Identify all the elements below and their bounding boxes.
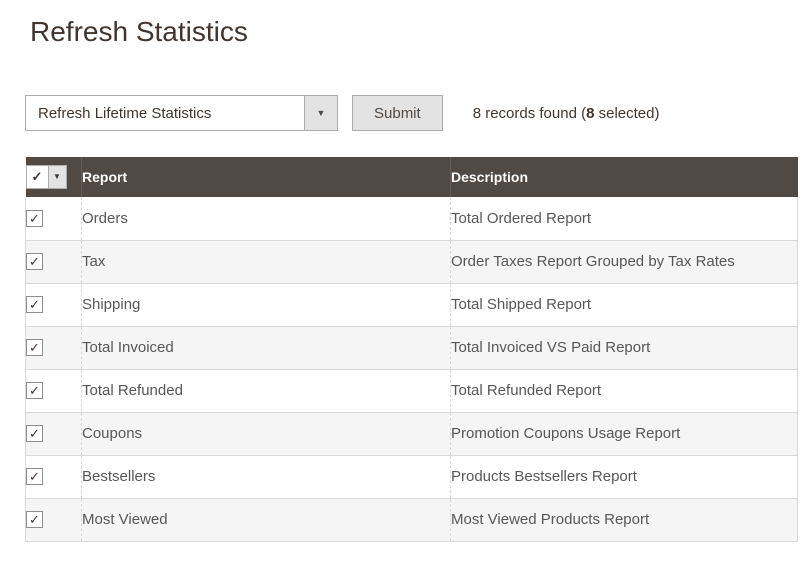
description-cell: Total Invoiced VS Paid Report bbox=[450, 326, 798, 370]
mass-action-selected-value: Refresh Lifetime Statistics bbox=[38, 104, 212, 122]
description-cell: Most Viewed Products Report bbox=[450, 498, 798, 542]
table-row: ✓ Bestsellers Products Bestsellers Repor… bbox=[25, 455, 798, 499]
page: Refresh Statistics Refresh Lifetime Stat… bbox=[25, 16, 800, 542]
chevron-down-icon: ▼ bbox=[53, 172, 61, 181]
column-header-report[interactable]: Report bbox=[81, 157, 451, 197]
description-cell: Total Refunded Report bbox=[450, 369, 798, 413]
row-checkbox[interactable]: ✓ bbox=[26, 339, 43, 357]
row-checkbox[interactable]: ✓ bbox=[26, 425, 43, 443]
description-cell: Promotion Coupons Usage Report bbox=[450, 412, 798, 456]
table-row: ✓ Total Invoiced Total Invoiced VS Paid … bbox=[25, 326, 798, 370]
report-cell: Most Viewed bbox=[81, 498, 451, 542]
row-checkbox[interactable]: ✓ bbox=[26, 253, 43, 271]
row-checkbox[interactable]: ✓ bbox=[26, 468, 43, 486]
select-arrow-button[interactable]: ▼ bbox=[304, 96, 337, 130]
report-cell: Orders bbox=[81, 197, 451, 241]
row-checkbox[interactable]: ✓ bbox=[26, 382, 43, 400]
report-cell: Bestsellers bbox=[81, 455, 451, 499]
records-selected-count: 8 bbox=[586, 104, 595, 122]
report-cell: Total Refunded bbox=[81, 369, 451, 413]
table-row: ✓ Coupons Promotion Coupons Usage Report bbox=[25, 412, 798, 456]
description-cell: Total Ordered Report bbox=[450, 197, 798, 241]
table-row: ✓ Shipping Total Shipped Report bbox=[25, 283, 798, 327]
row-checkbox[interactable]: ✓ bbox=[26, 511, 43, 529]
records-suffix: selected) bbox=[594, 104, 660, 122]
table-row: ✓ Orders Total Ordered Report bbox=[25, 197, 798, 241]
report-cell: Tax bbox=[81, 240, 451, 284]
submit-button[interactable]: Submit bbox=[352, 95, 443, 131]
report-cell: Shipping bbox=[81, 283, 451, 327]
records-found-text: 8 records found (8 selected) bbox=[473, 105, 660, 122]
row-checkbox[interactable]: ✓ bbox=[26, 210, 43, 228]
mass-action-select[interactable]: Refresh Lifetime Statistics ▼ bbox=[25, 95, 338, 131]
select-all-dropdown-button[interactable]: ▼ bbox=[47, 166, 66, 188]
chevron-down-icon: ▼ bbox=[316, 107, 326, 118]
description-cell: Products Bestsellers Report bbox=[450, 455, 798, 499]
select-all-checkbox[interactable]: ✓ bbox=[26, 166, 48, 188]
table-row: ✓ Tax Order Taxes Report Grouped by Tax … bbox=[25, 240, 798, 284]
description-cell: Total Shipped Report bbox=[450, 283, 798, 327]
column-header-description[interactable]: Description bbox=[450, 157, 798, 197]
select-all-header-cell: ✓ ▼ bbox=[25, 157, 82, 197]
grid-body: ✓ Orders Total Ordered Report ✓ Tax Orde… bbox=[25, 197, 798, 542]
actions-toolbar: Refresh Lifetime Statistics ▼ Submit 8 r… bbox=[25, 95, 800, 131]
checkmark-icon: ✓ bbox=[31, 169, 43, 184]
table-row: ✓ Most Viewed Most Viewed Products Repor… bbox=[25, 498, 798, 542]
grid-header: ✓ ▼ Report Description bbox=[25, 157, 798, 197]
records-prefix: 8 records found ( bbox=[472, 104, 587, 122]
description-cell: Order Taxes Report Grouped by Tax Rates bbox=[450, 240, 798, 284]
row-checkbox[interactable]: ✓ bbox=[26, 296, 43, 314]
reports-grid: ✓ ▼ Report Description ✓ Orders Total Or… bbox=[25, 157, 798, 542]
report-cell: Coupons bbox=[81, 412, 451, 456]
table-row: ✓ Total Refunded Total Refunded Report bbox=[25, 369, 798, 413]
select-all-control[interactable]: ✓ ▼ bbox=[25, 165, 67, 189]
page-title: Refresh Statistics bbox=[30, 16, 248, 47]
report-cell: Total Invoiced bbox=[81, 326, 451, 370]
